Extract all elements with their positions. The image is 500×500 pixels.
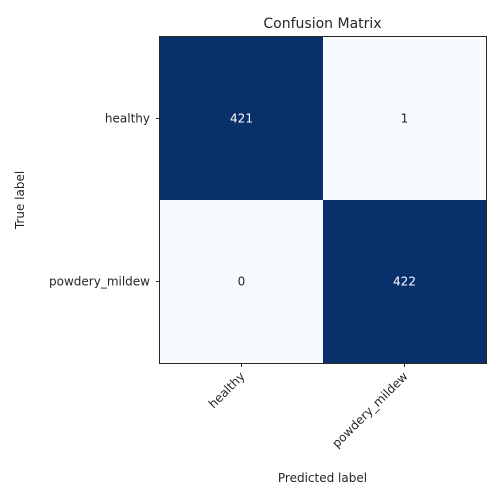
matrix-cell xyxy=(323,37,486,200)
x-tick-label: healthy xyxy=(206,369,248,411)
matrix-cells xyxy=(160,37,486,363)
matrix-cell-value: 0 xyxy=(238,275,246,289)
x-axis-label: Predicted label xyxy=(278,471,367,485)
matrix-cell xyxy=(160,37,323,200)
chart-title: Confusion Matrix xyxy=(263,16,381,32)
y-tick-label: healthy xyxy=(105,112,150,126)
y-tick-label: powdery_mildew xyxy=(49,275,150,289)
x-tick-labels: healthy powdery_mildew xyxy=(206,363,411,451)
x-tick-label: powdery_mildew xyxy=(329,369,410,450)
matrix-cell xyxy=(160,200,323,363)
matrix-cell-value: 1 xyxy=(401,112,409,126)
matrix-cell-labels: 421 1 0 422 xyxy=(230,112,416,289)
matrix-cell xyxy=(323,200,486,363)
y-axis-label: True label xyxy=(13,171,27,230)
plot-frame xyxy=(159,36,487,364)
y-tick-labels: healthy powdery_mildew xyxy=(49,112,160,289)
matrix-cell-value: 422 xyxy=(393,275,416,289)
matrix-cell-value: 421 xyxy=(230,112,253,126)
